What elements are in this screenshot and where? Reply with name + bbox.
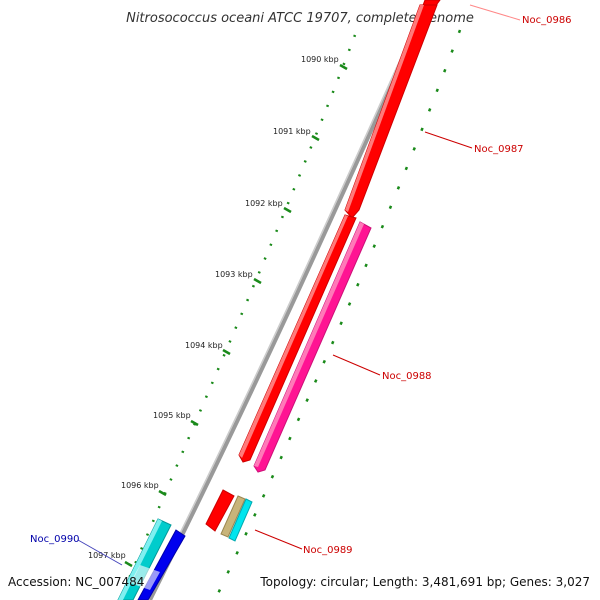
- tick-mark: [339, 63, 348, 71]
- gene-noc-0989[interactable]: [205, 489, 235, 532]
- feature-tan: [220, 495, 246, 538]
- gene-noc-0987[interactable]: [344, 4, 438, 219]
- label-leader-noc-0990: [77, 539, 123, 566]
- tick-mark: [283, 206, 292, 214]
- tick-label: 1094 kbp: [185, 341, 223, 350]
- tick-mark: [311, 134, 320, 142]
- map-title: Nitrosococcus oceani ATCC 19707, complet…: [126, 11, 474, 26]
- gene-label-noc-0989[interactable]: Noc_0989: [303, 545, 353, 556]
- inner-ruler-dots: [213, 29, 462, 600]
- genome-summary-text: Topology: circular; Length: 3,481,691 bp…: [259, 575, 590, 589]
- tick-mark: [190, 419, 199, 427]
- tick-mark: [158, 489, 167, 497]
- tick-mark: [222, 348, 231, 356]
- genome-backbone-highlight: [146, 0, 428, 600]
- gene-label-noc-0987[interactable]: Noc_0987: [474, 144, 524, 155]
- gene-label-noc-0988[interactable]: Noc_0988: [382, 371, 432, 382]
- gene-noc-0987-shade: [345, 5, 424, 212]
- feature-cyan: [228, 498, 253, 542]
- gene-noc-0990-shade: [118, 519, 162, 600]
- feature-gap: [130, 565, 160, 590]
- tick-label: 1092 kbp: [245, 199, 283, 208]
- tick-label: 1095 kbp: [153, 411, 191, 420]
- tick-label: 1091 kbp: [273, 127, 311, 136]
- tick-mark: [124, 560, 133, 568]
- label-leader-noc-0987: [424, 131, 473, 149]
- gene-noc-0988-shade: [254, 222, 364, 467]
- gene-red-long-shade: [239, 215, 348, 458]
- label-leader-noc-0988: [332, 354, 381, 376]
- tick-mark: [253, 277, 262, 285]
- label-leader-noc-0986: [469, 4, 521, 21]
- gene-label-noc-0990[interactable]: Noc_0990: [30, 534, 80, 545]
- tick-label: 1096 kbp: [121, 481, 159, 490]
- tick-label: 1090 kbp: [301, 55, 339, 64]
- gene-label-noc-0986[interactable]: Noc_0986: [522, 15, 572, 26]
- accession-text: Accession: NC_007484: [8, 575, 144, 589]
- gene-red-long[interactable]: [238, 214, 357, 463]
- gene-noc-0988[interactable]: [253, 221, 372, 473]
- tick-label: 1097 kbp: [88, 551, 126, 560]
- tick-label: 1093 kbp: [215, 270, 253, 279]
- label-leader-noc-0989: [254, 529, 303, 550]
